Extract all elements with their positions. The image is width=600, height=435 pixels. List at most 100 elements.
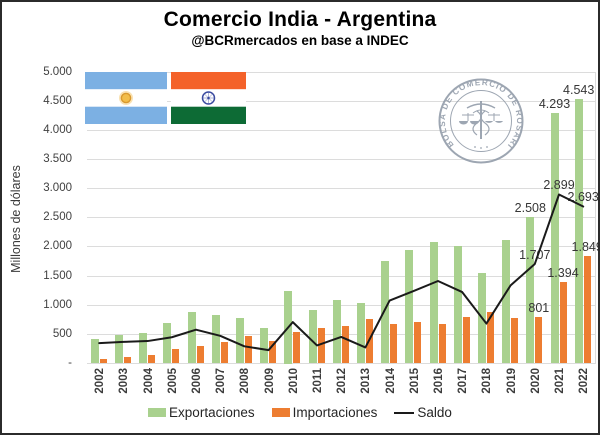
bar-importaciones-2002 (99, 359, 107, 364)
x-axis-tick-label-2010: 2010 (287, 368, 300, 394)
legend-item-saldo: Saldo (394, 405, 452, 420)
bar-importaciones-2008 (244, 335, 252, 364)
logo-outer-ring (438, 78, 524, 164)
bar-importaciones-2006 (196, 346, 204, 364)
data-label-exportaciones-2021: 4.293 (538, 97, 571, 112)
bar-exportaciones-2008 (235, 318, 244, 364)
gridline (87, 71, 595, 73)
bar-exportaciones-2011 (308, 309, 317, 364)
x-axis-tick-label-2019: 2019 (505, 368, 518, 394)
data-label-exportaciones-2020: 2.508 (514, 201, 546, 216)
x-axis-tick-label-2013: 2013 (360, 368, 373, 394)
x-axis-tick-label-2006: 2006 (191, 368, 203, 394)
data-label-importaciones-2020: 801 (528, 300, 550, 315)
y-axis-tick-label: 2.500 (43, 211, 72, 224)
bar-importaciones-2009 (269, 341, 277, 364)
caduceus-and-scales-icon (459, 101, 503, 149)
india-flag (171, 72, 246, 124)
gridline (87, 363, 595, 364)
bar-importaciones-2011 (317, 327, 325, 364)
bar-exportaciones-2003 (114, 334, 123, 364)
bar-exportaciones-2010 (284, 290, 293, 364)
x-axis-tick-label-2005: 2005 (166, 368, 179, 394)
y-axis-tick-label: 2.000 (43, 240, 72, 253)
bar-importaciones-2003 (123, 356, 131, 364)
bar-importaciones-2015 (414, 322, 422, 364)
legend-item-exportaciones: Exportaciones (148, 405, 255, 420)
bar-importaciones-2022 (583, 255, 591, 364)
bar-exportaciones-2014 (381, 260, 390, 364)
bar-exportaciones-2020 (526, 217, 535, 364)
y-axis-tick-label: 3.000 (43, 182, 72, 195)
bar-importaciones-2017 (462, 317, 470, 364)
x-axis-tick-label-2015: 2015 (408, 368, 421, 394)
bar-importaciones-2012 (341, 326, 349, 364)
bar-exportaciones-2021 (550, 113, 559, 364)
gridline (87, 158, 595, 160)
y-axis-title: Millones de dólares (9, 165, 23, 273)
x-axis-tick-label-2008: 2008 (239, 368, 252, 394)
bar-importaciones-2016 (438, 324, 446, 364)
bar-importaciones-2005 (172, 348, 180, 364)
x-axis-tick-label-2017: 2017 (457, 368, 470, 394)
data-label-saldo-2022: 2.693 (567, 190, 599, 205)
legend: Exportaciones Importaciones Saldo (2, 405, 598, 420)
argentina-flag-bottom-stripe (85, 106, 167, 124)
bar-exportaciones-2022 (574, 98, 583, 364)
legend-item-importaciones: Importaciones (271, 405, 377, 420)
bar-exportaciones-2013 (356, 303, 365, 364)
bar-exportaciones-2009 (260, 327, 269, 364)
bar-importaciones-2018 (486, 312, 494, 364)
chart-subtitle: @BCRmercados en base a INDEC (191, 33, 409, 48)
bar-exportaciones-2012 (332, 299, 341, 364)
y-axis-tick-label: 5.000 (43, 65, 72, 78)
data-label-importaciones-2022: 1.849 (571, 239, 600, 254)
bar-exportaciones-2004 (139, 332, 148, 364)
gridline (87, 188, 595, 190)
y-axis-tick-label: 3.500 (43, 152, 72, 165)
india-flag-green-stripe (171, 106, 246, 124)
argentina-flag (85, 72, 167, 124)
importaciones-swatch-icon (271, 408, 290, 417)
bar-exportaciones-2007 (211, 314, 220, 364)
bar-exportaciones-2019 (502, 239, 511, 364)
gridline (87, 100, 595, 102)
x-axis-tick-label-2007: 2007 (215, 368, 228, 394)
bar-exportaciones-2015 (405, 249, 414, 364)
argentina-flag-top-stripe (85, 72, 167, 90)
x-axis-tick-label-2014: 2014 (384, 368, 397, 394)
saldo-line-icon (394, 411, 415, 414)
logo-inner-ring (450, 90, 512, 152)
bar-exportaciones-2005 (163, 322, 172, 364)
x-axis-tick-label-2009: 2009 (263, 368, 276, 394)
bar-exportaciones-2002 (90, 339, 99, 364)
ashoka-chakra-icon (201, 91, 216, 105)
bar-importaciones-2020 (535, 316, 543, 364)
legend-label-saldo: Saldo (417, 405, 452, 420)
x-axis-tick-label-2018: 2018 (481, 368, 494, 394)
x-axis-tick-label-2021: 2021 (554, 368, 566, 394)
bar-importaciones-2013 (365, 319, 373, 364)
data-label-exportaciones-2022: 4.543 (563, 82, 595, 97)
sun-of-may-icon (120, 92, 132, 104)
data-label-importaciones-2021: 1.394 (547, 266, 579, 281)
bar-importaciones-2004 (148, 355, 156, 364)
bcr-rosario-logo: BOLSA DE COMERCIO DE ROSARIO (437, 77, 524, 164)
y-axis-tick-label: 500 (52, 327, 72, 340)
y-axis-tick-label: 4.500 (43, 94, 72, 107)
x-axis-tick-label-2003: 2003 (118, 368, 131, 394)
gridline (87, 129, 595, 131)
x-axis-tick-label-2022: 2022 (578, 368, 591, 394)
bar-importaciones-2014 (390, 323, 398, 364)
x-axis-tick-label-2004: 2004 (142, 368, 155, 394)
legend-label-exportaciones: Exportaciones (169, 405, 255, 420)
gridline (87, 217, 595, 219)
plot-right-border (595, 72, 596, 364)
x-axis-tick-label-2012: 2012 (336, 368, 349, 394)
bar-exportaciones-2016 (429, 241, 438, 364)
bar-importaciones-2021 (559, 282, 567, 364)
bar-importaciones-2007 (220, 342, 228, 364)
bar-importaciones-2010 (293, 332, 301, 364)
bar-exportaciones-2018 (477, 272, 486, 364)
